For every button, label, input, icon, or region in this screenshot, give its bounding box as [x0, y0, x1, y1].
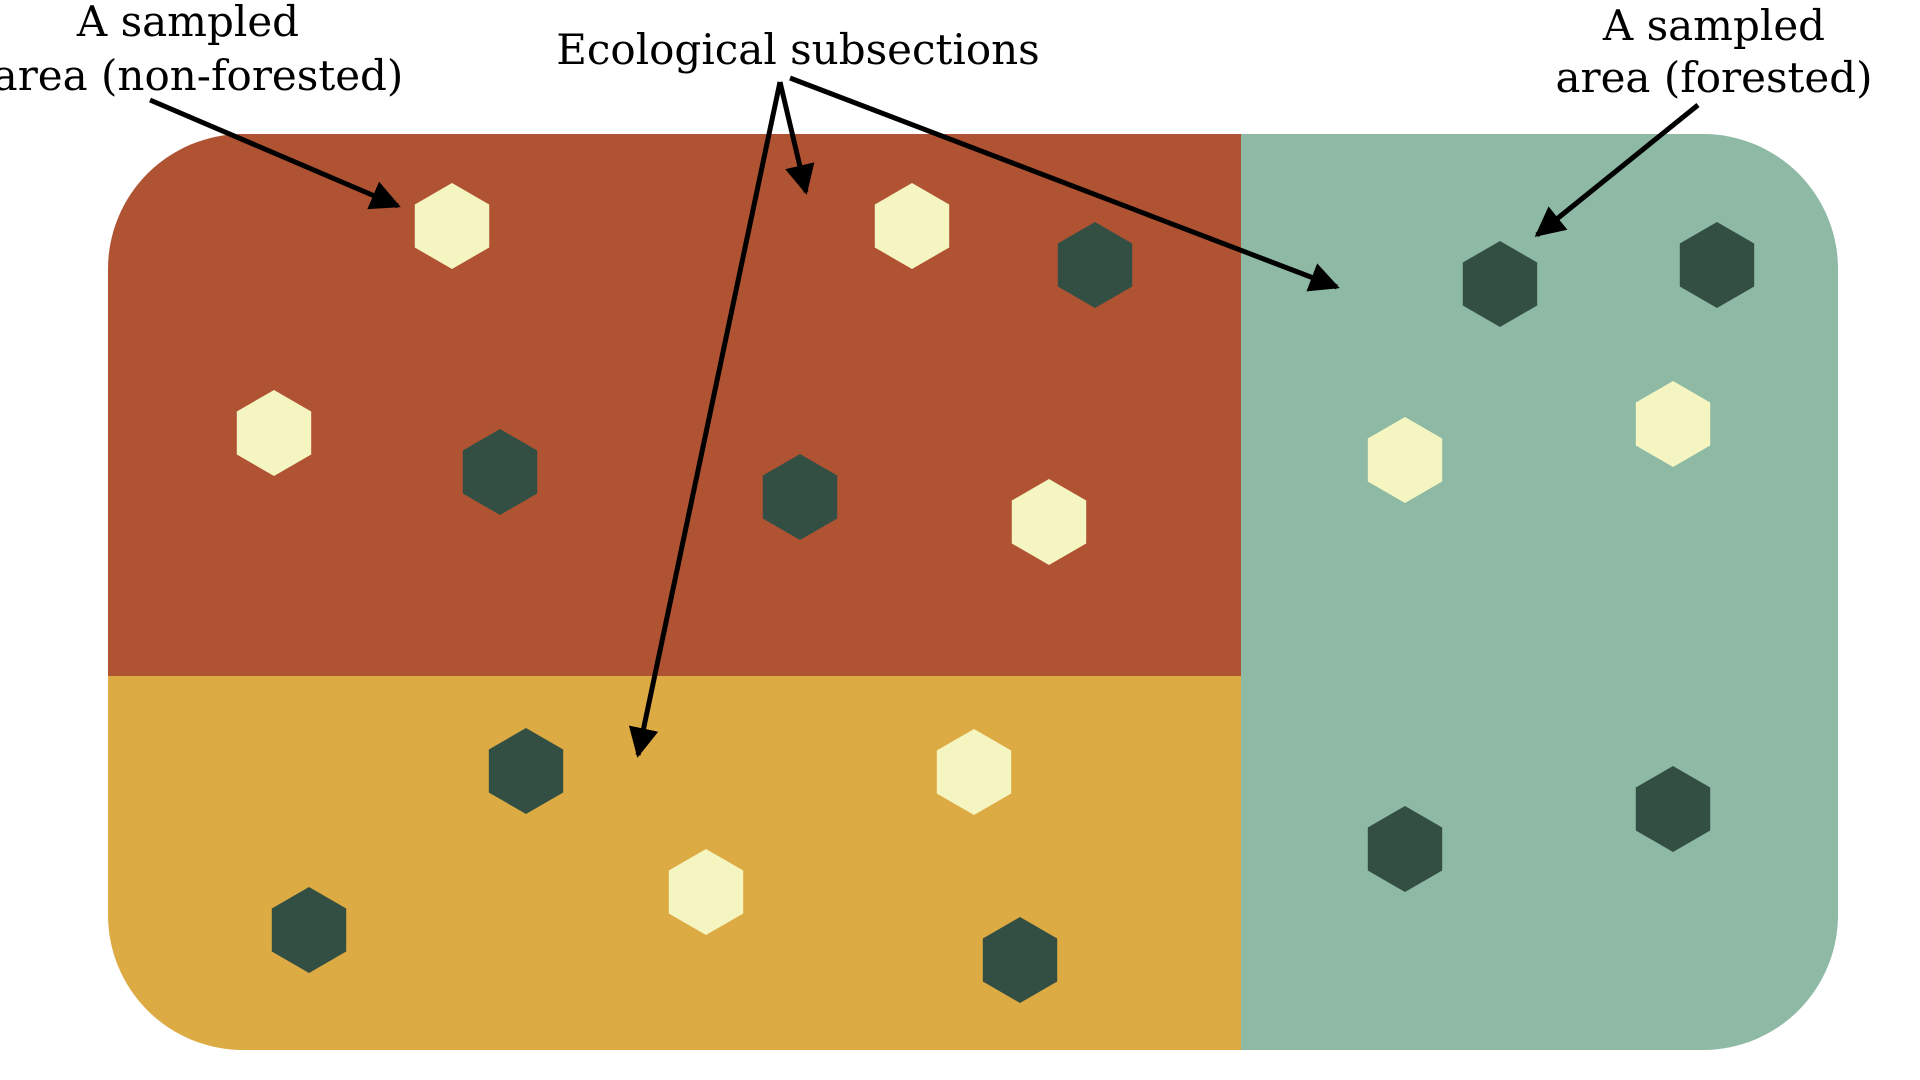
non-forested-sampled-area — [1367, 417, 1443, 503]
non-forested-sampled-area — [874, 183, 950, 269]
label-non-forested-line1: A sampled — [76, 0, 299, 46]
forested-sampled-area — [1367, 806, 1443, 892]
labels: A sampled area (non-forested) Ecological… — [0, 0, 1873, 102]
arrow-forested — [1534, 103, 1700, 237]
arrow-subsection-right — [789, 75, 1340, 292]
non-forested-sampled-area — [236, 390, 312, 476]
forested-sampled-area — [762, 454, 838, 540]
forested-sampled-area — [462, 429, 538, 515]
label-non-forested-line2: area (non-forested) — [0, 51, 403, 100]
arrows — [149, 75, 1700, 758]
label-forested-line2: area (forested) — [1555, 53, 1872, 102]
forested-sampled-area — [1635, 766, 1711, 852]
non-forested-sampled-area — [1011, 479, 1087, 565]
forested-sampled-area — [1057, 222, 1133, 308]
forested-sampled-area — [271, 887, 347, 973]
label-forested-line1: A sampled — [1602, 1, 1825, 50]
non-forested-sampled-area — [1635, 381, 1711, 467]
arrow-subsection-bottom — [628, 81, 783, 758]
arrow-non-forested — [149, 97, 401, 210]
label-ecological-subsections: Ecological subsections — [556, 25, 1039, 74]
non-forested-sampled-area — [936, 729, 1012, 815]
forested-sampled-area — [1679, 222, 1755, 308]
forested-sampled-area — [1462, 241, 1538, 327]
arrow-subsection-top — [777, 81, 815, 195]
forested-sampled-area — [982, 917, 1058, 1003]
subsection-bottom-left — [108, 676, 1241, 1050]
non-forested-sampled-area — [414, 183, 490, 269]
map-area — [108, 134, 1838, 1050]
non-forested-sampled-area — [668, 849, 744, 935]
forested-sampled-area — [488, 728, 564, 814]
sampled-areas — [236, 183, 1755, 1003]
